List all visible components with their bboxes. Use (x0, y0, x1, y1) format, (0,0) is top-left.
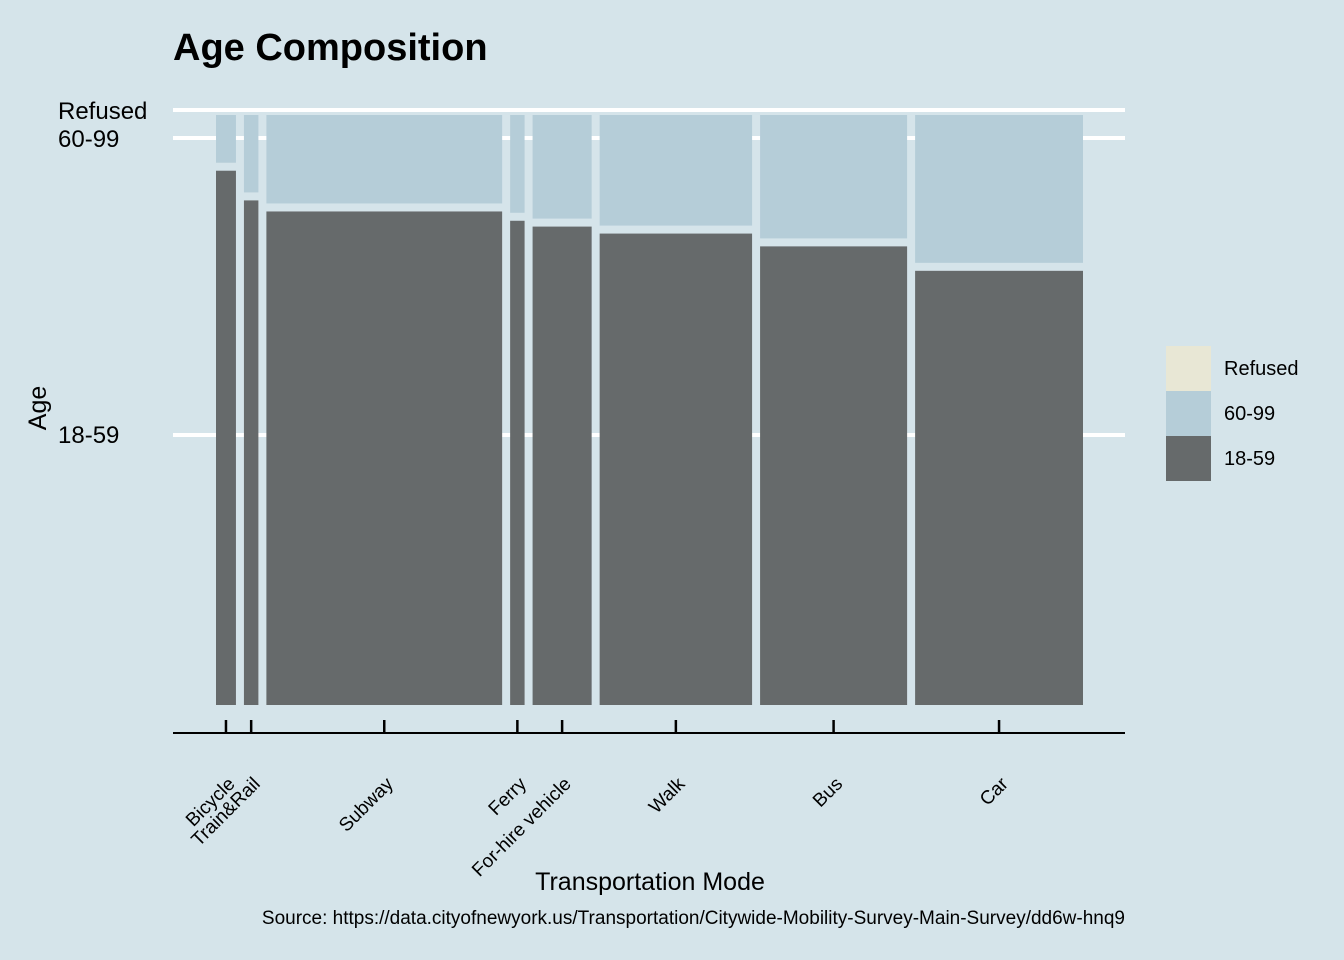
tile-for-hire-vehicle-60-99 (532, 115, 592, 219)
legend-label-60-99: 60-99 (1224, 403, 1275, 425)
tile-train-rail-18-59 (243, 200, 259, 705)
legend-label-18-59: 18-59 (1224, 448, 1275, 470)
source-caption: Source: https://data.cityofnewyork.us/Tr… (262, 908, 1125, 929)
tile-bicycle-18-59 (216, 170, 236, 705)
y-tick-label-18-59: 18-59 (58, 422, 119, 449)
y-axis-title: Age (24, 386, 52, 430)
chart-title: Age Composition (173, 27, 488, 69)
x-tick-label-subway: Subway (335, 773, 398, 836)
tile-bus-60-99 (760, 115, 908, 239)
tile-ferry-18-59 (510, 220, 525, 705)
mosaic-tiles (216, 115, 1083, 706)
tile-train-rail-60-99 (243, 115, 259, 193)
tile-ferry-60-99 (510, 115, 525, 213)
tile-subway-18-59 (266, 211, 503, 706)
x-tick-label-walk: Walk (645, 773, 690, 818)
tile-subway-60-99 (266, 115, 503, 204)
tile-bicycle-60-99 (216, 115, 236, 163)
tile-bus-18-59 (760, 246, 908, 705)
x-axis-title: Transportation Mode (535, 868, 765, 896)
tile-car-18-59 (915, 270, 1083, 705)
y-tick-label-refused: Refused (58, 98, 147, 125)
x-tick-label-car: Car (976, 773, 1013, 810)
legend-swatch-60-99 (1166, 391, 1211, 436)
tile-car-60-99 (915, 115, 1083, 263)
tile-walk-18-59 (599, 233, 753, 705)
x-tick-label-bus: Bus (809, 774, 847, 812)
legend-label-refused: Refused (1224, 358, 1299, 380)
tile-for-hire-vehicle-18-59 (532, 226, 592, 705)
legend-swatch-18-59 (1166, 436, 1211, 481)
legend-swatch-refused (1166, 346, 1211, 391)
tile-walk-60-99 (599, 115, 753, 226)
legend: Refused 60-99 18-59 (1166, 346, 1299, 481)
y-tick-label-60-99: 60-99 (58, 126, 119, 153)
